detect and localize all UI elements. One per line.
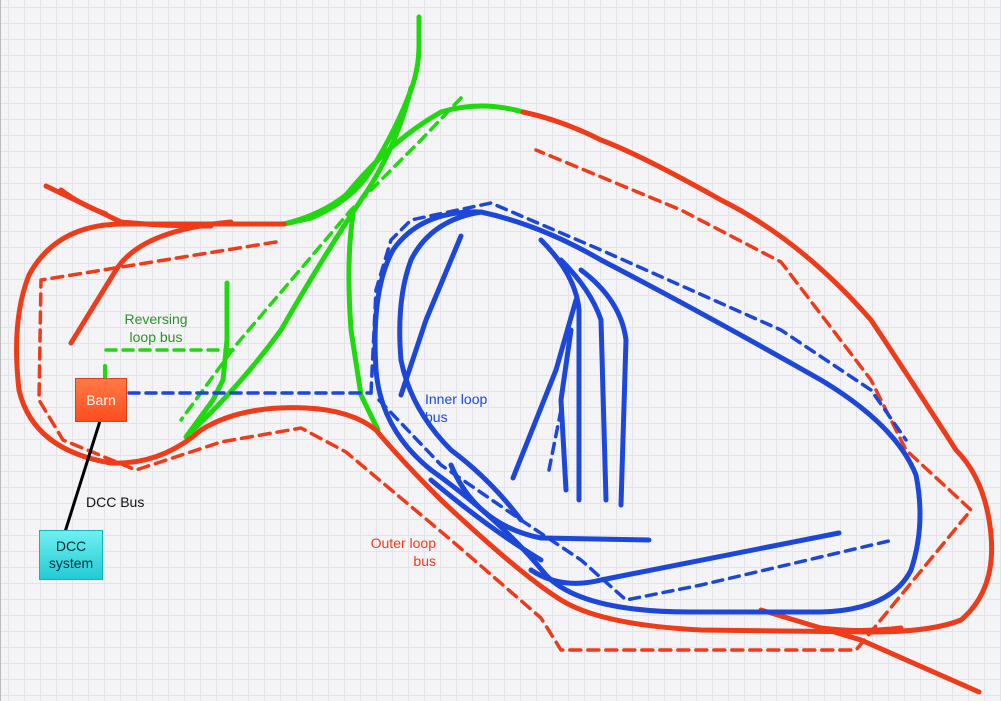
barn-label: Barn	[86, 391, 116, 408]
reversing-loop-bus-label: Reversing loop bus	[124, 311, 188, 345]
dcc-system-label: DCC system	[48, 538, 94, 571]
outer-loop-track	[14, 109, 995, 695]
dcc-bus-label: DCC Bus	[86, 494, 145, 510]
inner-loop-bus	[127, 201, 908, 602]
reversing-loop-track	[183, 14, 526, 440]
barn-box[interactable]: Barn	[75, 378, 127, 422]
reversing-loop-bus	[104, 96, 463, 422]
dcc-bus-wire	[63, 419, 102, 534]
outer-loop-bus	[37, 148, 973, 652]
outer-loop-bus-label: Outer loop bus	[370, 535, 436, 569]
inner-loop-bus-label: Inner loop bus	[425, 391, 488, 425]
dcc-system-box[interactable]: DCC system	[39, 530, 103, 580]
